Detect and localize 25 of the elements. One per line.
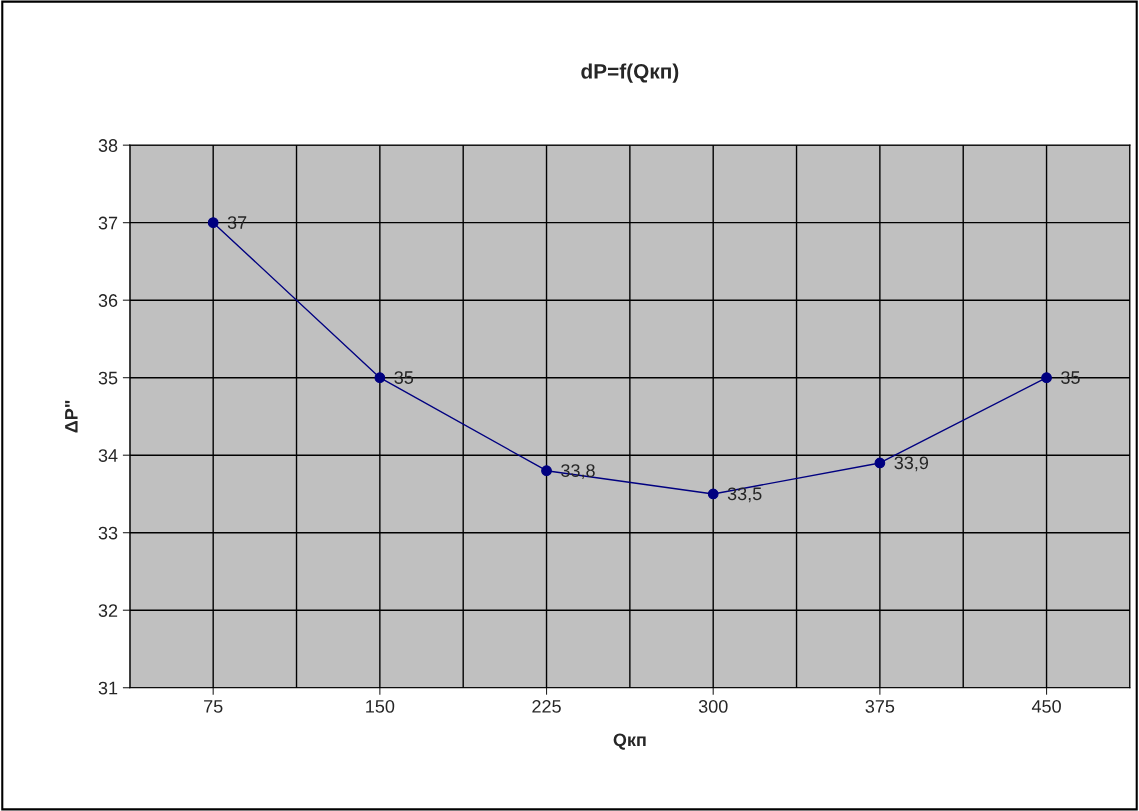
x-tick-label: 150 [366,700,395,713]
point [541,465,552,477]
point [1041,372,1052,384]
point [374,372,386,384]
x-tick-label: 450 [1031,700,1061,713]
y-tick-label: 31 [98,681,118,695]
x-axis-title: Qкп [613,733,646,750]
x-tick-label: 75 [204,700,223,713]
x-tick-label: 300 [698,700,728,713]
y-tick-label: 34 [98,449,118,462]
x-tick-label: 375 [865,700,895,713]
point [874,457,886,469]
data-label: 33,9 [894,456,929,472]
y-tick-label: 32 [98,604,118,617]
data-label: 33,5 [727,487,762,503]
y-tick-label: 38 [98,139,118,152]
y-axis-title: ΔP" [65,400,78,433]
y-tick-label: 33 [98,526,118,540]
point [207,217,219,229]
y-tick-label: 37 [98,216,118,230]
x-tick-label: 225 [532,700,561,713]
point [707,488,719,500]
y-tick-label: 35 [98,371,118,385]
chart-title: dP=f(Qкп) [581,63,679,83]
y-tick-label: 36 [98,294,118,307]
